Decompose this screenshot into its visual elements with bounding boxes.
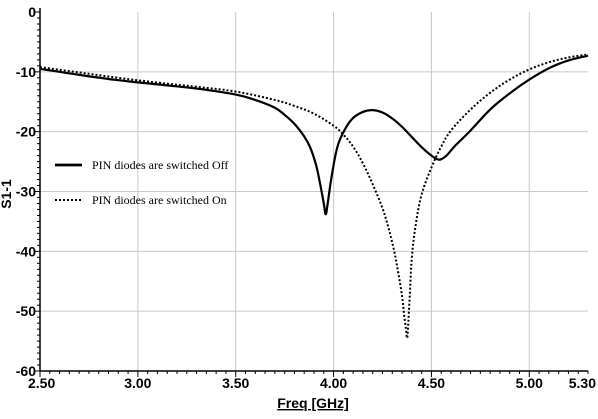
x-tick-label: 2.50: [28, 375, 55, 391]
series-lines: [39, 53, 589, 340]
y-tick-label: 0: [28, 4, 36, 20]
legend-label: PIN diodes are switched On: [92, 193, 227, 207]
x-tick-label: 3.50: [222, 375, 249, 391]
y-tick-label: -30: [16, 184, 36, 200]
grid: [40, 12, 588, 371]
x-axis-title: Freq [GHz]: [277, 395, 349, 411]
legend: PIN diodes are switched Off PIN diodes ar…: [55, 158, 228, 207]
axes: [34, 8, 589, 377]
x-tick-label: 3.00: [124, 375, 151, 391]
y-tick-label: -60: [16, 363, 36, 379]
legend-label: PIN diodes are switched Off: [92, 158, 228, 172]
y-tick-label: -20: [16, 124, 36, 140]
y-tick-label: -50: [16, 303, 36, 319]
y-tick-label: -10: [16, 64, 36, 80]
y-axis-title: S1-1: [0, 179, 14, 209]
x-tick-label: 5.30: [569, 375, 596, 391]
tick-labels: 0 -10 -20 -30 -40 -50 -602.50 3.00 3.50 4.00 4.50 5…: [16, 4, 596, 391]
x-tick-label: 4.00: [320, 375, 347, 391]
y-tick-label: -40: [16, 243, 36, 259]
x-tick-label: 4.50: [418, 375, 445, 391]
x-tick-label: 5.00: [516, 375, 543, 391]
series-line-off: [39, 54, 589, 216]
series-line-on: [39, 53, 589, 340]
